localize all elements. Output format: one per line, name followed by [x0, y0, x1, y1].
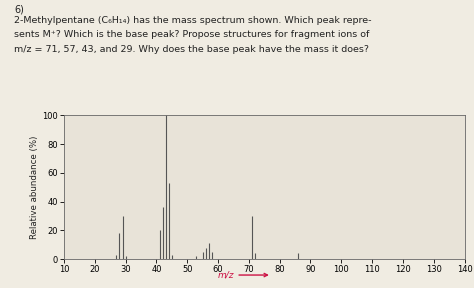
Y-axis label: Relative abundance (%): Relative abundance (%) [30, 136, 39, 239]
Text: m/z: m/z [218, 270, 234, 280]
Text: m/z = 71, 57, 43, and 29. Why does the base peak have the mass it does?: m/z = 71, 57, 43, and 29. Why does the b… [14, 45, 369, 54]
Text: 2-Methylpentane (C₆H₁₄) has the mass spectrum shown. Which peak repre-: 2-Methylpentane (C₆H₁₄) has the mass spe… [14, 16, 372, 25]
Text: sents M⁺? Which is the base peak? Propose structures for fragment ions of: sents M⁺? Which is the base peak? Propos… [14, 30, 370, 39]
Text: 6): 6) [14, 4, 24, 14]
